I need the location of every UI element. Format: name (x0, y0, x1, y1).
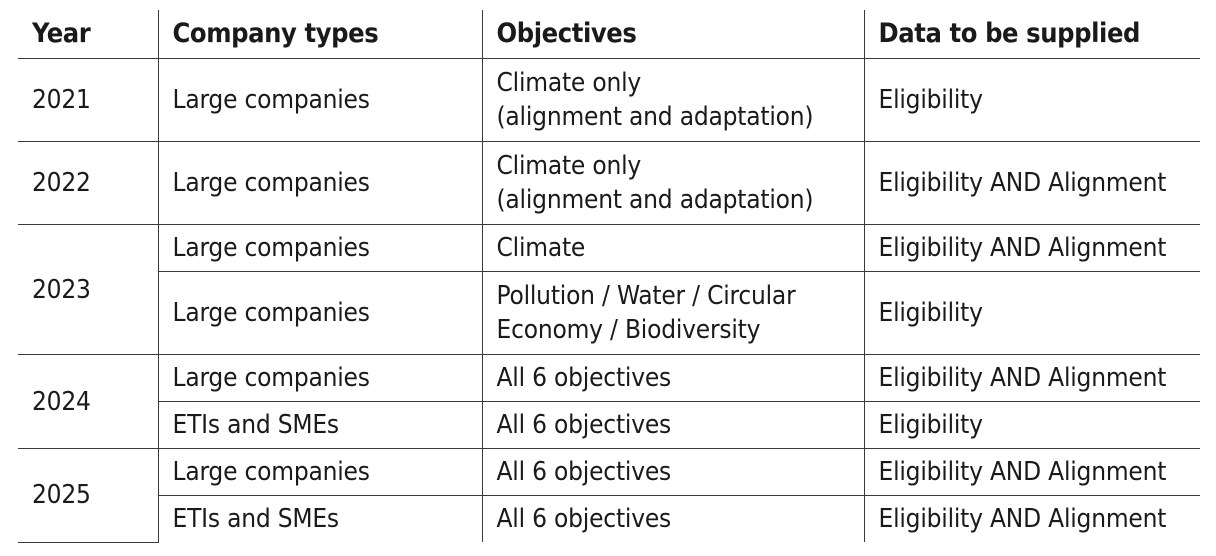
objectives-cell: All 6 objectives (481, 401, 864, 449)
company-type-cell: ETIs and SMEs (157, 495, 482, 542)
table-row: 2024 Large companies All 6 objectives El… (18, 354, 1200, 449)
year-cell: 2025 (18, 448, 158, 543)
objectives-line: Economy / Biodiversity (496, 315, 761, 345)
company-type-cell: Large companies (157, 58, 482, 142)
objectives-line: (alignment and adaptation) (496, 185, 814, 215)
table-row: 2025 Large companies All 6 objectives El… (18, 448, 1200, 543)
table-row: ETIs and SMEs All 6 objectives Eligibili… (18, 401, 1200, 449)
header-data-to-be-supplied: Data to be supplied (863, 10, 1200, 59)
objectives-cell: All 6 objectives (481, 354, 864, 402)
company-type-cell: ETIs and SMEs (157, 401, 482, 449)
data-supplied-cell: Eligibility AND Alignment (863, 354, 1200, 402)
objectives-cell: All 6 objectives (481, 448, 864, 496)
data-supplied-cell: Eligibility AND Alignment (863, 141, 1200, 225)
header-objectives: Objectives (481, 10, 864, 59)
company-type-cell: Large companies (157, 224, 482, 272)
year-cell: 2021 (18, 58, 158, 142)
data-supplied-cell: Eligibility AND Alignment (863, 448, 1200, 496)
data-supplied-cell: Eligibility AND Alignment (863, 224, 1200, 272)
year-cell: 2024 (18, 354, 158, 449)
objectives-cell: Climate only (alignment and adaptation) (481, 58, 864, 142)
company-type-cell: Large companies (157, 271, 482, 355)
year-cell: 2023 (18, 224, 158, 355)
objectives-line: (alignment and adaptation) (496, 102, 814, 132)
table-row: ETIs and SMEs All 6 objectives Eligibili… (18, 495, 1200, 542)
data-supplied-cell: Eligibility (863, 401, 1200, 449)
objectives-line: Climate only (496, 151, 642, 181)
objectives-line: Climate only (496, 68, 642, 98)
header-company-types: Company types (157, 10, 482, 59)
header-year: Year (18, 10, 158, 59)
data-supplied-cell: Eligibility (863, 58, 1200, 142)
data-supplied-cell: Eligibility AND Alignment (863, 495, 1200, 542)
objectives-line: Pollution / Water / Circular (496, 281, 796, 311)
objectives-cell: Climate (481, 224, 864, 272)
data-supplied-cell: Eligibility (863, 271, 1200, 355)
objectives-cell: All 6 objectives (481, 495, 864, 542)
taxonomy-schedule-table: Year Company types Objectives Data to be… (18, 10, 1200, 543)
company-type-cell: Large companies (157, 448, 482, 496)
header-row: Year Company types Objectives Data to be… (18, 10, 1200, 59)
table-row: Large companies Pollution / Water / Circ… (18, 271, 1200, 355)
objectives-cell: Pollution / Water / Circular Economy / B… (481, 271, 864, 355)
year-cell: 2022 (18, 141, 158, 225)
objectives-cell: Climate only (alignment and adaptation) (481, 141, 864, 225)
table-row: 2022 Large companies Climate only (align… (18, 141, 1200, 225)
table-row: 2021 Large companies Climate only (align… (18, 58, 1200, 142)
company-type-cell: Large companies (157, 141, 482, 225)
table-row: 2023 Large companies Climate Eligibility… (18, 224, 1200, 355)
company-type-cell: Large companies (157, 354, 482, 402)
